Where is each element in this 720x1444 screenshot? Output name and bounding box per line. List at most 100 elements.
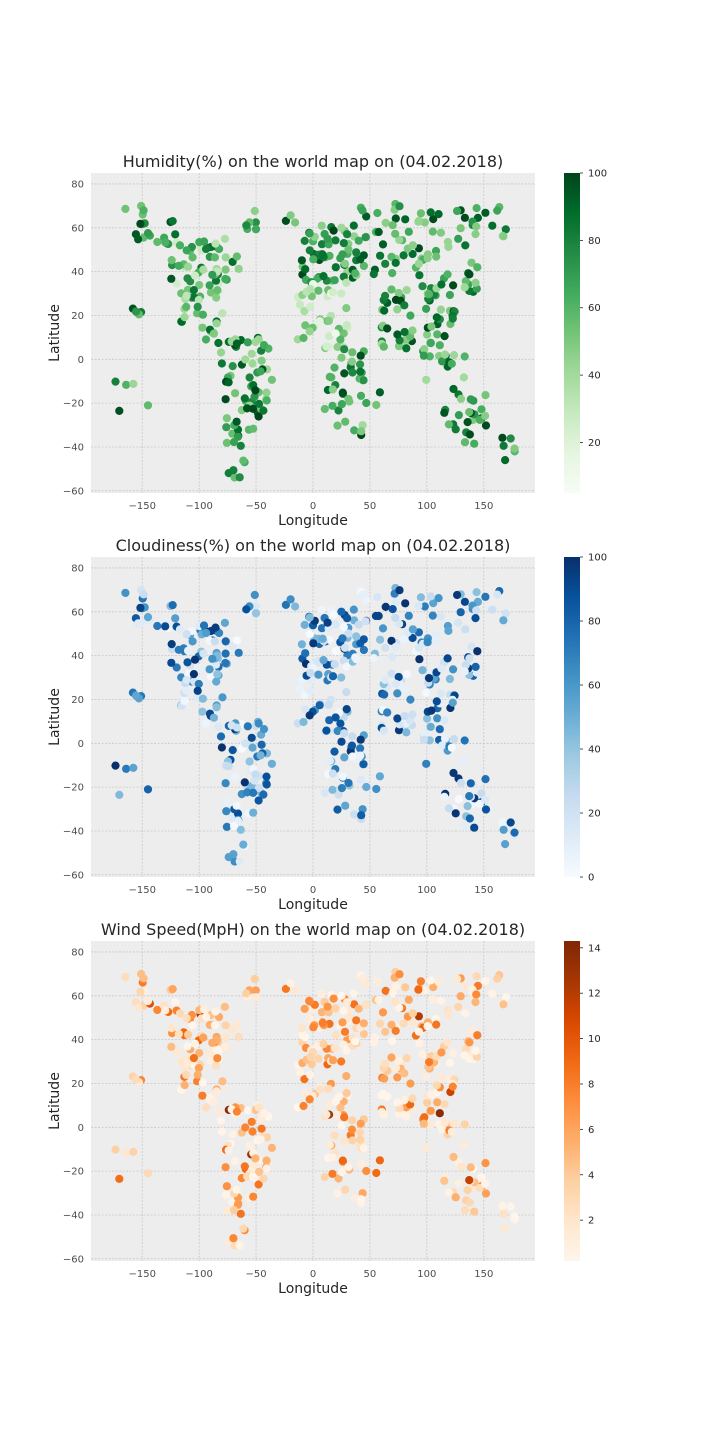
- scatter-point: [325, 1140, 334, 1149]
- scatter-point: [221, 253, 230, 262]
- scatter-point: [216, 732, 226, 741]
- scatter-point: [443, 654, 452, 663]
- scatter-point: [167, 658, 176, 667]
- scatter-point: [488, 989, 497, 998]
- scatter-point: [111, 761, 120, 770]
- scatter-point: [306, 668, 315, 678]
- scatter-point: [143, 1169, 153, 1178]
- scatter-point: [454, 1179, 463, 1188]
- scatter-point: [329, 994, 338, 1003]
- scatter-point: [342, 1072, 351, 1081]
- scatter-point: [465, 408, 474, 417]
- scatter-point: [438, 357, 447, 366]
- scatter-point: [231, 1157, 240, 1166]
- scatter-point: [510, 828, 519, 837]
- scatter-point: [305, 630, 314, 639]
- colorbar-tick-label: 80: [588, 617, 601, 628]
- scatter-point: [420, 986, 429, 995]
- scatter-point: [375, 1156, 384, 1165]
- scatter-point: [460, 1206, 470, 1215]
- scatter-point: [295, 1068, 304, 1077]
- scatter-point: [236, 825, 245, 834]
- scatter-point: [344, 778, 353, 788]
- scatter-point: [250, 206, 259, 216]
- scatter-point: [206, 672, 215, 681]
- scatter-point: [202, 1012, 211, 1022]
- scatter-point: [379, 726, 388, 735]
- scatter-point: [305, 1014, 314, 1023]
- scatter-point: [306, 284, 315, 294]
- scatter-point: [451, 1193, 460, 1202]
- scatter-point: [461, 1045, 470, 1054]
- scatter-point: [198, 694, 207, 703]
- colorbar-tick-label: 100: [588, 169, 607, 180]
- scatter-point: [362, 1166, 371, 1176]
- scatter-point: [136, 219, 145, 228]
- scatter-point: [324, 1084, 333, 1093]
- scatter-point: [449, 384, 458, 394]
- scatter-point: [319, 656, 328, 665]
- scatter-point: [348, 348, 357, 357]
- scatter-point: [339, 239, 348, 248]
- scatter-point: [184, 646, 193, 655]
- colorbar-tick-label: 8: [588, 1079, 594, 1090]
- scatter-point: [342, 1046, 351, 1055]
- scatter-point: [424, 290, 434, 299]
- scatter-point: [153, 621, 162, 631]
- scatter-point: [356, 775, 366, 784]
- scatter-point: [167, 1024, 176, 1033]
- scatter-point: [221, 1042, 230, 1052]
- scatter-point: [175, 1009, 185, 1018]
- scatter-point: [229, 466, 238, 475]
- scatter-point: [249, 1192, 258, 1201]
- scatter-point: [217, 1127, 226, 1136]
- scatter-point: [249, 404, 258, 413]
- scatter-point: [339, 623, 348, 632]
- scatter-point: [338, 1018, 347, 1027]
- scatter-point: [432, 636, 441, 645]
- scatter-point: [202, 628, 211, 638]
- scatter-point: [359, 261, 368, 271]
- scatter-point: [328, 672, 338, 681]
- scatter-point: [331, 1004, 340, 1013]
- scatter-point: [221, 1033, 230, 1042]
- scatter-point: [254, 335, 263, 344]
- scatter-point: [391, 997, 400, 1007]
- scatter-point: [338, 250, 347, 259]
- scatter-point: [221, 1163, 230, 1172]
- scatter-point: [356, 360, 365, 369]
- scatter-point: [424, 1058, 434, 1067]
- scatter-point: [443, 1038, 452, 1047]
- scatter-point: [341, 1185, 350, 1194]
- scatter-point: [443, 270, 452, 279]
- scatter-point: [391, 1026, 400, 1035]
- scatter-point: [402, 286, 411, 295]
- scatter-point: [171, 230, 180, 239]
- y-tick-label: −60: [63, 1254, 84, 1265]
- scatter-point: [220, 618, 229, 628]
- scatter-point: [473, 263, 482, 272]
- scatter-point: [254, 719, 263, 728]
- scatter-point: [395, 970, 404, 979]
- scatter-point: [488, 221, 497, 230]
- scatter-point: [423, 330, 432, 339]
- scatter-point: [182, 246, 191, 255]
- scatter-point: [400, 1069, 409, 1078]
- scatter-point: [387, 1053, 396, 1062]
- scatter-point: [416, 977, 425, 986]
- scatter-point: [420, 729, 429, 738]
- scatter-point: [329, 610, 338, 619]
- scatter-point: [291, 218, 300, 227]
- scatter-point: [328, 1056, 338, 1065]
- scatter-point: [380, 1074, 389, 1083]
- colorbar: [564, 173, 580, 493]
- scatter-point: [139, 590, 148, 599]
- scatter-point: [291, 602, 300, 611]
- x-tick-label: −50: [246, 1269, 267, 1280]
- scatter-point: [391, 229, 400, 238]
- scatter-point: [357, 1195, 366, 1204]
- scatter-point: [437, 280, 446, 289]
- scatter-point: [240, 394, 249, 403]
- scatter-point: [202, 244, 211, 254]
- scatter-point: [131, 1075, 141, 1084]
